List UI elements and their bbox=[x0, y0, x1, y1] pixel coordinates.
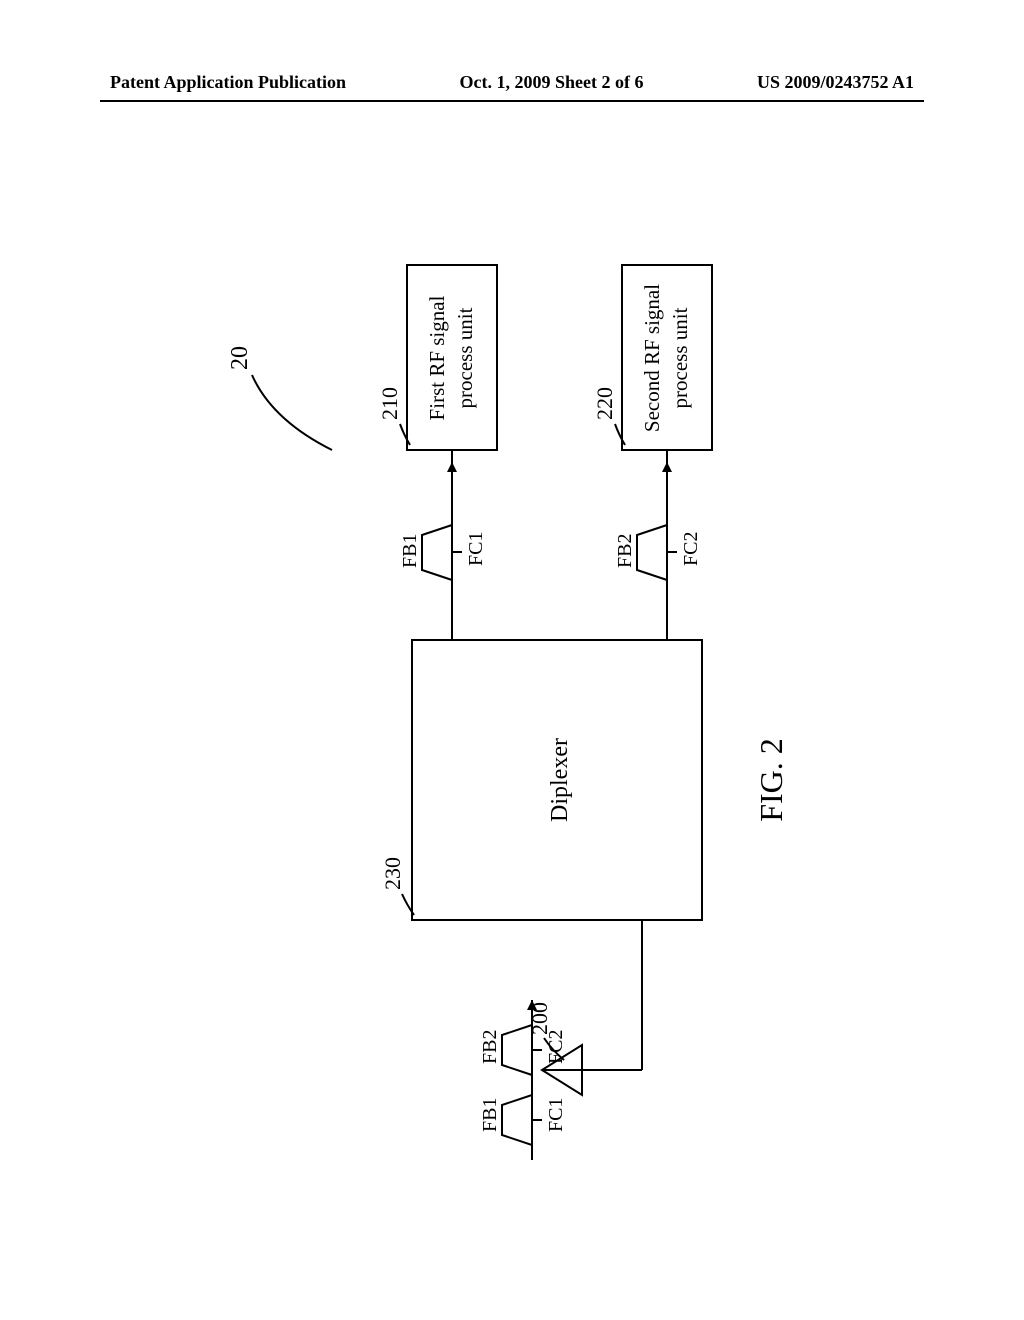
system-ref: 20 bbox=[227, 346, 253, 370]
system-ref-leader bbox=[252, 375, 332, 450]
input-fc2: FC2 bbox=[545, 1030, 567, 1064]
unit2-line2: process unit bbox=[668, 307, 692, 408]
input-fb2: FB2 bbox=[479, 1030, 501, 1064]
unit1-ref-leader bbox=[400, 424, 410, 445]
unit1-line1: First RF signal bbox=[425, 295, 449, 420]
output2-spectrum: FB2 FC2 bbox=[614, 462, 702, 610]
input-spectrum: FB1 FC1 FB2 FC2 bbox=[479, 1000, 567, 1160]
out2-fb2: FB2 bbox=[614, 534, 636, 568]
unit2-ref: 220 bbox=[592, 387, 617, 420]
output1-spectrum: FB1 FC1 bbox=[399, 462, 487, 610]
out1-fb1: FB1 bbox=[399, 534, 421, 568]
figure-label: FIG. 2 bbox=[753, 738, 789, 822]
input-fb1: FB1 bbox=[479, 1098, 501, 1132]
unit2-box bbox=[622, 265, 712, 450]
diplexer-ref: 230 bbox=[380, 857, 405, 890]
unit1-line2: process unit bbox=[453, 307, 477, 408]
page: Patent Application Publication Oct. 1, 2… bbox=[0, 0, 1024, 1320]
out1-fc1: FC1 bbox=[465, 532, 487, 566]
unit1-ref: 210 bbox=[377, 387, 402, 420]
unit2-line1: Second RF signal bbox=[640, 284, 664, 432]
diplexer-label: Diplexer bbox=[547, 738, 573, 822]
unit2-ref-leader bbox=[615, 424, 625, 445]
unit1-box bbox=[407, 265, 497, 450]
out2-fc2: FC2 bbox=[680, 532, 702, 566]
figure-diagram: 20 200 FB1 FC1 bbox=[0, 0, 1024, 1320]
input-fc1: FC1 bbox=[545, 1098, 567, 1132]
